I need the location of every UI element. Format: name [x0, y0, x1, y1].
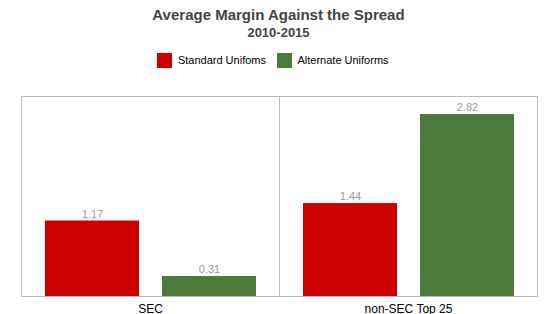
svg-text:1.44: 1.44 [340, 190, 361, 202]
svg-text:0.31: 0.31 [199, 263, 220, 275]
svg-text:SEC: SEC [138, 302, 163, 314]
html-text:Average Margin Against the Spr: Average Margin Against the Spread [152, 6, 405, 23]
svg-text:2.82: 2.82 [457, 101, 478, 113]
svg-text:non-SEC Top 25: non-SEC Top 25 [365, 302, 453, 314]
html-text:Standard Unifoms: Standard Unifoms [177, 54, 266, 67]
html-text:Alternate Uniforms: Alternate Uniforms [297, 54, 389, 67]
html-text:2010-2015: 2010-2015 [247, 24, 310, 40]
svg-text:1.17: 1.17 [82, 208, 103, 220]
